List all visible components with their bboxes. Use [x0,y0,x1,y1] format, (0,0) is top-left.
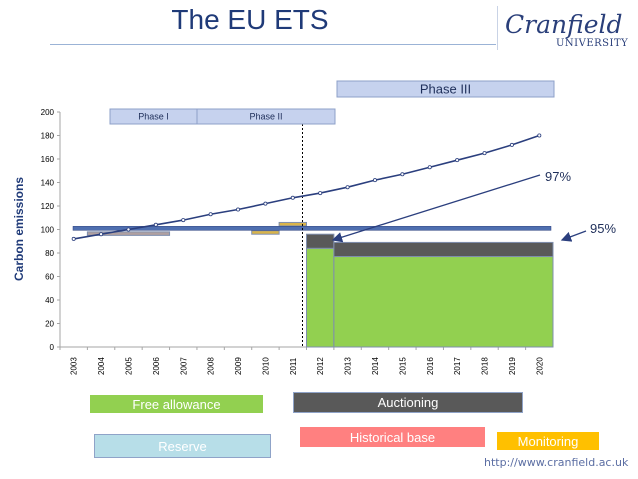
x-tick-label: 2013 [344,357,353,375]
legend-monitoring: Monitoring [497,432,599,450]
series-point [71,236,76,241]
x-tick-label: 2009 [234,357,243,375]
logo-divider [497,6,498,50]
series-point [509,142,514,147]
series-point [427,165,432,170]
url-footer: http://www.cranfield.ac.uk [484,456,629,469]
annotation-95: 95% [590,221,617,236]
x-tick-label: 2014 [371,357,380,375]
block-brown [86,231,171,236]
block-green [333,256,554,348]
x-tick-label: 2018 [481,357,490,375]
y-tick-label: 0 [50,343,55,352]
x-tick-label: 2004 [97,357,106,375]
block-gold [278,221,308,227]
block-gold [251,230,280,235]
series-point [290,195,295,200]
x-tick-label: 2010 [261,357,270,375]
x-tick-label: 2017 [453,357,462,375]
y-tick-label: 20 [45,320,54,329]
x-tick-label: 2007 [179,357,188,375]
logo-subtitle: UNIVERSITY [556,38,629,49]
y-tick-label: 100 [41,226,55,235]
legend-historical-base: Historical base [300,427,485,447]
x-tick-label: 2016 [426,357,435,375]
y-tick-label: 200 [41,108,55,117]
x-tick-label: 2020 [535,357,544,375]
x-tick-label: 2011 [289,357,298,375]
logo [497,4,638,52]
x-tick-label: 2019 [508,357,517,375]
legend-free-allowance-label: Free allowance [132,396,221,412]
legend-monitoring-label: Monitoring [517,433,579,449]
phase-box-2 [196,108,336,125]
series-point [318,191,323,196]
y-tick-label: 180 [41,132,55,141]
slide-title: The EU ETS [171,4,329,35]
y-tick-label: 120 [41,202,55,211]
series-point [537,133,542,138]
series-point [153,222,158,227]
legend-reserve-label: Reserve [158,438,207,454]
y-tick-label: 60 [45,273,54,282]
legend-free-allowance: Free allowance [90,395,263,413]
annotation-97: 97% [545,169,572,184]
legend-auctioning-label: Auctioning [377,395,439,410]
y-tick-label: 140 [41,179,55,188]
block-dark [306,233,335,249]
logo-name: Cranfield [505,10,623,39]
series-point [400,172,405,177]
y-tick-label: 40 [45,296,54,305]
arrow-95 [560,230,587,242]
series-point [208,212,213,217]
arrow-97 [331,174,541,243]
series-point [263,201,268,206]
phase-label-1: Phase I [138,112,169,122]
series-point [482,151,487,156]
x-tick-label: 2005 [124,357,133,375]
series-point [99,232,104,237]
y-tick-label: 80 [45,249,54,258]
y-tick-label: 160 [41,155,55,164]
block-green [306,247,335,348]
series-point [236,207,241,212]
x-tick-label: 2015 [398,357,407,375]
x-tick-label: 2003 [70,357,79,375]
x-tick-label: 2012 [316,357,325,375]
legend-reserve: Reserve [94,434,271,458]
series-point [372,178,377,183]
x-tick-label: 2008 [207,357,216,375]
cap-level-line [72,226,552,231]
series-line-0 [73,134,540,240]
block-dark [333,241,554,258]
series-point [345,185,350,190]
series-point [455,158,460,163]
phase-label-3: Phase III [420,82,471,97]
phase-label-2: Phase II [249,112,282,122]
y-axis-label: Carbon emissions [12,176,26,282]
phase-box-3 [336,80,555,98]
legend-historical-base-label: Historical base [349,429,436,445]
legend-auctioning: Auctioning [293,392,523,413]
series-point [126,227,131,232]
series-point [181,218,186,223]
title-rule [50,44,496,45]
x-tick-label: 2006 [152,357,161,375]
